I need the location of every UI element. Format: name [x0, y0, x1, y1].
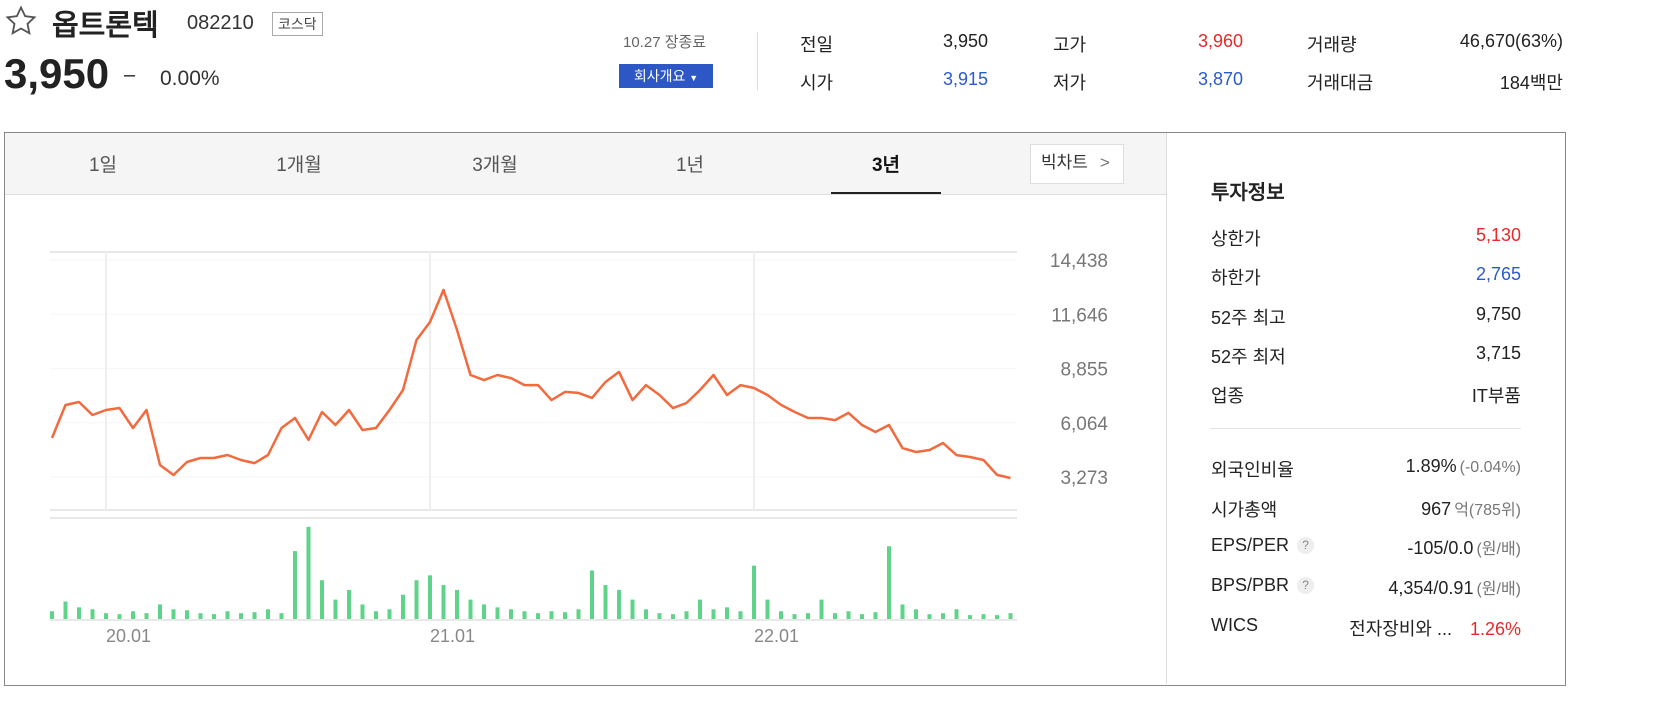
invest-label-text: BPS/PBR	[1211, 575, 1290, 596]
favorite-star[interactable]	[4, 4, 38, 38]
quote-value: 46,670(63%)	[1459, 31, 1563, 51]
invest-label: 52주 최저	[1211, 346, 1286, 367]
invest-label-text: 외국인비율	[1211, 460, 1294, 480]
invest-value-text: 967	[1421, 498, 1452, 519]
invest-label: 상한가	[1211, 229, 1261, 249]
stock-code: 082210	[187, 12, 254, 34]
stock-name: 옵트론텍	[52, 10, 159, 42]
tab[interactable]: 3개월	[472, 155, 518, 176]
invest-value: 전자장비와 ... 1.26%	[1221, 615, 1521, 641]
big-chart-label: 빅차트	[1041, 153, 1088, 172]
invest-value: 967 억(785위)	[1221, 496, 1521, 520]
invest-label: WICS	[1211, 615, 1258, 636]
tab[interactable]: 3년	[871, 155, 901, 176]
invest-label: 52주 최고	[1211, 307, 1286, 328]
big-chart-button[interactable]: 빅차트 >	[1030, 144, 1124, 184]
company-button[interactable]: 회사개요 ▼	[619, 64, 713, 88]
invest-note: 1.26%	[1469, 618, 1521, 639]
invest-value: 9,750	[1475, 303, 1521, 324]
invest-title: 투자정보	[1211, 182, 1285, 204]
invest-value: 4,354/0.91 (원/배)	[1221, 575, 1521, 599]
tab[interactable]: 1일	[88, 155, 118, 176]
invest-value: 1.89% (-0.04%)	[1221, 456, 1521, 477]
invest-label: 시가총액	[1211, 496, 1277, 522]
change-rate: 0.00%	[160, 67, 220, 90]
invest-value: IT부품	[1471, 386, 1521, 407]
quote-label: 전일	[800, 35, 834, 55]
invest-label: 하한가	[1211, 268, 1261, 289]
invest-value-text: 4,354/0.91	[1388, 578, 1474, 599]
invest-note: (원/배)	[1476, 541, 1521, 559]
quote-label: 거래량	[1307, 35, 1357, 55]
invest-value-text: 전자장비와 ...	[1349, 618, 1452, 639]
help-icon[interactable]: ?	[1297, 577, 1315, 595]
quote-label: 고가	[1053, 35, 1087, 55]
current-price: 3,950	[4, 50, 110, 97]
chart-panel	[4, 132, 1566, 686]
market-status: 10.27 장종료	[623, 34, 707, 51]
invest-value: 3,715	[1475, 342, 1521, 363]
quote-value: 3,915	[942, 69, 988, 89]
company-button-label: 회사개요	[633, 68, 686, 84]
tab-underline	[831, 192, 941, 194]
tab[interactable]: 1개월	[276, 155, 322, 176]
tab-bar	[5, 133, 1166, 195]
invest-note: (원/배)	[1476, 581, 1521, 599]
market-badge: 코스닥	[272, 12, 323, 36]
invest-label: 외국인비율	[1211, 456, 1294, 482]
invest-label-text: 시가총액	[1211, 499, 1278, 520]
panel-divider	[1166, 133, 1167, 684]
invest-label: 업종	[1211, 386, 1245, 407]
separator	[1210, 428, 1521, 429]
invest-label-text: WICS	[1211, 614, 1258, 635]
quote-label: 저가	[1053, 73, 1087, 93]
invest-value: 2,765	[1475, 264, 1521, 285]
quote-label: 시가	[800, 73, 834, 93]
invest-label: EPS/PER?	[1211, 535, 1315, 556]
quote-label: 거래대금	[1307, 73, 1374, 93]
invest-value-text: 1.89%	[1405, 456, 1457, 476]
invest-label: BPS/PBR?	[1211, 575, 1315, 596]
invest-label-text: EPS/PER	[1211, 535, 1290, 556]
tab[interactable]: 1년	[675, 155, 705, 176]
change-mark: –	[124, 64, 136, 86]
invest-value: 5,130	[1475, 225, 1521, 245]
quote-value: 3,950	[942, 31, 988, 51]
quote-value: 3,960	[1197, 31, 1243, 51]
quote-value: 3,870	[1197, 69, 1243, 89]
invest-note: 억(785위)	[1454, 501, 1521, 519]
invest-value: -105/0.0 (원/배)	[1221, 535, 1521, 559]
quote-value: 184백만	[1499, 73, 1563, 93]
help-icon[interactable]: ?	[1297, 537, 1315, 555]
separator	[757, 32, 758, 90]
invest-note: (-0.04%)	[1459, 459, 1521, 476]
invest-value-text: -105/0.0	[1407, 538, 1474, 559]
